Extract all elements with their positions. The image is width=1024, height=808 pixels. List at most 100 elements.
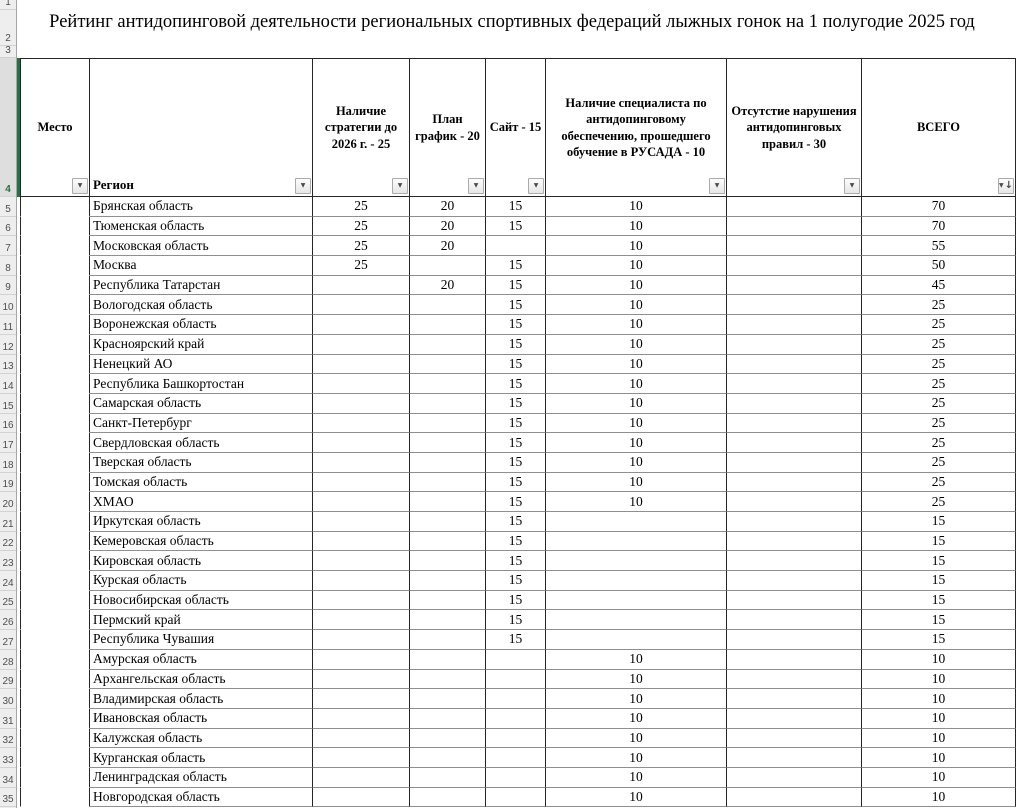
cell-specialist[interactable] [546, 551, 727, 572]
cell-region[interactable]: Кемеровская область [90, 531, 313, 552]
cell-strategy[interactable] [313, 531, 410, 552]
row-header[interactable]: 10 [0, 295, 16, 316]
cell-site[interactable]: 15 [486, 433, 546, 453]
cell-violations[interactable] [727, 571, 862, 591]
cell-total[interactable]: 15 [862, 571, 1016, 591]
cell-violations[interactable] [727, 295, 862, 316]
cell-strategy[interactable] [313, 551, 410, 572]
cell-site[interactable]: 15 [486, 393, 546, 414]
cell-plan[interactable] [410, 767, 486, 788]
cell-plan[interactable] [410, 748, 486, 768]
row-header[interactable]: 22 [0, 532, 16, 552]
cell-violations[interactable] [727, 452, 862, 473]
cell-specialist[interactable]: 10 [546, 472, 727, 493]
cell-strategy[interactable] [313, 354, 410, 375]
cell-place[interactable] [20, 334, 90, 355]
column-header-specialist[interactable]: Наличие специалиста по антидопинговому о… [546, 58, 727, 197]
cell-place[interactable] [20, 708, 90, 729]
cell-site[interactable]: 15 [486, 216, 546, 237]
cell-place[interactable] [20, 452, 90, 473]
cell-region[interactable]: Кировская область [90, 551, 313, 572]
cell-region[interactable]: Ненецкий АО [90, 354, 313, 375]
row-header[interactable]: 25 [0, 591, 16, 611]
cell-violations[interactable] [727, 433, 862, 453]
cell-plan[interactable] [410, 531, 486, 552]
column-header-plan-schedule[interactable]: План график - 20 ▼ [410, 58, 486, 197]
cell-specialist[interactable]: 10 [546, 433, 727, 453]
cell-strategy[interactable] [313, 334, 410, 355]
cell-region[interactable]: Брянская область [90, 197, 313, 217]
cell-total[interactable]: 10 [862, 767, 1016, 788]
filter-icon[interactable]: ▼ [295, 178, 311, 194]
cell-specialist[interactable] [546, 630, 727, 650]
cell-strategy[interactable]: 25 [313, 197, 410, 217]
cell-place[interactable] [20, 590, 90, 611]
cell-total[interactable]: 10 [862, 728, 1016, 749]
cell-strategy[interactable] [313, 275, 410, 296]
cell-violations[interactable] [727, 531, 862, 552]
row-header[interactable]: 32 [0, 729, 16, 749]
cell-place[interactable] [20, 236, 90, 257]
cell-violations[interactable] [727, 787, 862, 808]
cell-total[interactable]: 45 [862, 275, 1016, 296]
cell-place[interactable] [20, 531, 90, 552]
cell-site[interactable]: 15 [486, 354, 546, 375]
cell-site[interactable]: 15 [486, 315, 546, 335]
cell-site[interactable]: 15 [486, 472, 546, 493]
cell-site[interactable] [486, 649, 546, 670]
cell-strategy[interactable]: 25 [313, 236, 410, 257]
row-header[interactable]: 31 [0, 709, 16, 729]
cell-plan[interactable] [410, 413, 486, 434]
cell-specialist[interactable]: 10 [546, 236, 727, 257]
cell-place[interactable] [20, 374, 90, 394]
cell-region[interactable]: Архангельская область [90, 669, 313, 690]
cell-violations[interactable] [727, 315, 862, 335]
cell-place[interactable] [20, 551, 90, 572]
cell-specialist[interactable]: 10 [546, 649, 727, 670]
cell-violations[interactable] [727, 256, 862, 276]
cell-region[interactable]: Новосибирская область [90, 590, 313, 611]
cell-place[interactable] [20, 354, 90, 375]
cell-region[interactable]: Воронежская область [90, 315, 313, 335]
cell-total[interactable]: 15 [862, 531, 1016, 552]
cell-place[interactable] [20, 256, 90, 276]
cell-site[interactable]: 15 [486, 197, 546, 217]
row-header[interactable]: 9 [0, 276, 16, 296]
filter-icon[interactable]: ▼ [468, 178, 484, 194]
cell-site[interactable]: 15 [486, 590, 546, 611]
cell-place[interactable] [20, 767, 90, 788]
cell-site[interactable] [486, 728, 546, 749]
cell-strategy[interactable] [313, 728, 410, 749]
row-header[interactable]: 18 [0, 453, 16, 473]
cell-site[interactable]: 15 [486, 374, 546, 394]
cell-region[interactable]: Тюменская область [90, 216, 313, 237]
cell-region[interactable]: Амурская область [90, 649, 313, 670]
row-header[interactable]: 21 [0, 512, 16, 532]
cell-violations[interactable] [727, 197, 862, 217]
cell-plan[interactable] [410, 472, 486, 493]
cell-strategy[interactable]: 25 [313, 256, 410, 276]
cell-place[interactable] [20, 787, 90, 808]
cell-strategy[interactable] [313, 512, 410, 532]
cell-violations[interactable] [727, 551, 862, 572]
cell-total[interactable]: 25 [862, 492, 1016, 512]
cell-plan[interactable] [410, 551, 486, 572]
cell-total[interactable]: 25 [862, 315, 1016, 335]
cell-specialist[interactable]: 10 [546, 275, 727, 296]
cell-total[interactable]: 10 [862, 787, 1016, 808]
cell-specialist[interactable]: 10 [546, 728, 727, 749]
cell-strategy[interactable] [313, 374, 410, 394]
cell-total[interactable]: 10 [862, 649, 1016, 670]
cell-site[interactable] [486, 787, 546, 808]
cell-place[interactable] [20, 393, 90, 414]
row-header[interactable]: 1 [0, 0, 16, 10]
cell-plan[interactable] [410, 256, 486, 276]
cell-place[interactable] [20, 669, 90, 690]
cell-total[interactable]: 25 [862, 413, 1016, 434]
row-header[interactable]: 15 [0, 394, 16, 414]
cell-specialist[interactable]: 10 [546, 748, 727, 768]
cell-plan[interactable] [410, 393, 486, 414]
row-header[interactable]: 17 [0, 433, 16, 453]
cell-site[interactable]: 15 [486, 275, 546, 296]
cell-specialist[interactable]: 10 [546, 708, 727, 729]
